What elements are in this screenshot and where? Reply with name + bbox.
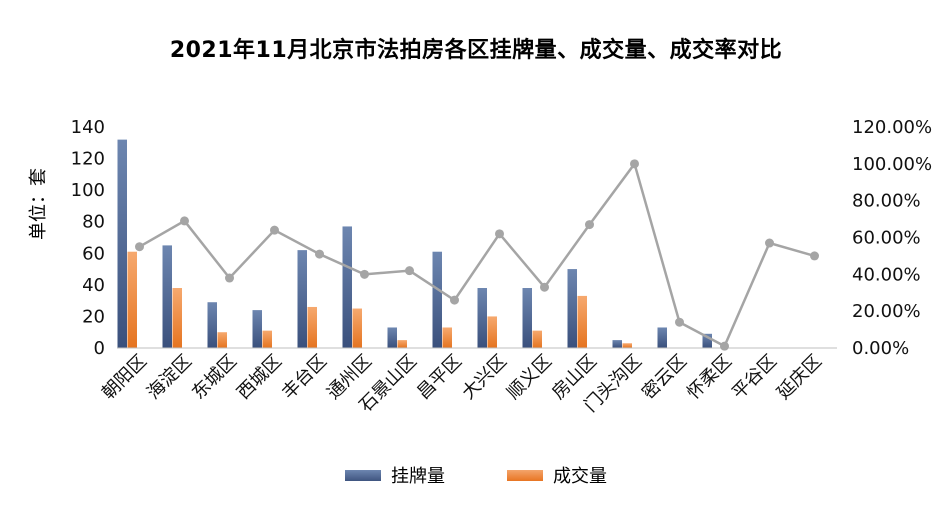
x-tick-label: 海淀区 — [143, 351, 196, 404]
x-tick-label: 大兴区 — [458, 351, 511, 404]
legend-item-listing: 挂牌量 — [345, 462, 445, 488]
legend-swatch-deal — [507, 469, 543, 481]
bar-listing — [162, 245, 172, 348]
x-tick-label: 延庆区 — [773, 351, 826, 404]
x-tick-label: 密云区 — [638, 351, 691, 404]
rate-point — [720, 341, 729, 351]
rate-point — [765, 238, 774, 248]
x-tick-label: 怀柔区 — [683, 351, 736, 404]
bar-deal — [307, 306, 317, 348]
rate-point — [630, 159, 639, 169]
rate-point — [585, 220, 594, 230]
bar-listing — [297, 250, 307, 348]
bar-deal — [577, 295, 587, 348]
bar-deal — [352, 308, 362, 348]
bar-deal — [262, 330, 272, 348]
x-tick-label: 东城区 — [188, 351, 241, 404]
x-tick-label: 昌平区 — [413, 351, 466, 404]
y-left-tick-label: 40 — [82, 275, 105, 296]
rate-point — [180, 216, 189, 226]
y-left-tick-label: 140 — [71, 117, 105, 138]
bar-listing — [702, 333, 712, 348]
y-right-tick-label: 120.00% — [852, 117, 932, 138]
y-right-tick-label: 80.00% — [852, 191, 921, 212]
legend-label-listing: 挂牌量 — [391, 466, 445, 487]
rate-point — [810, 251, 819, 261]
y-right-tick-label: 40.00% — [852, 264, 921, 285]
x-tick-label: 朝阳区 — [98, 351, 151, 404]
y-left-tick-label: 80 — [82, 212, 105, 233]
bar-listing — [432, 251, 442, 348]
bar-listing — [612, 340, 622, 348]
y-left-tick-label: 120 — [71, 149, 105, 170]
y-right-tick-label: 20.00% — [852, 301, 921, 322]
y-left-tick-label: 0 — [94, 338, 105, 359]
y-left-tick-label: 60 — [82, 243, 105, 264]
rate-point — [315, 249, 324, 259]
bar-deal — [397, 340, 407, 348]
y-right-tick-label: 100.00% — [852, 154, 932, 175]
bar-listing — [387, 327, 397, 348]
bar-listing — [567, 269, 577, 348]
x-tick-label: 顺义区 — [503, 351, 556, 404]
rate-point — [495, 229, 504, 239]
rate-point — [540, 282, 549, 292]
bar-deal — [172, 288, 182, 348]
bar-listing — [342, 226, 352, 348]
bar-listing — [522, 288, 532, 348]
bar-deal — [127, 251, 137, 348]
legend-label-deal: 成交量 — [553, 466, 607, 487]
x-tick-label: 平谷区 — [728, 351, 781, 404]
bar-listing — [477, 288, 487, 348]
y-left-tick-label: 100 — [71, 180, 105, 201]
x-tick-label: 丰台区 — [278, 351, 331, 404]
y-left-tick-label: 20 — [82, 306, 105, 327]
legend: 挂牌量 成交量 — [0, 462, 952, 488]
y-right-tick-label: 0.00% — [852, 338, 909, 359]
bar-listing — [657, 327, 667, 348]
rate-point — [360, 269, 369, 279]
rate-point — [135, 242, 144, 252]
legend-item-deal: 成交量 — [507, 462, 607, 488]
bar-deal — [217, 332, 227, 348]
bar-deal — [622, 343, 632, 348]
rate-point — [225, 273, 234, 283]
rate-line — [138, 161, 815, 348]
chart-title: 2021年11月北京市法拍房各区挂牌量、成交量、成交率对比 — [169, 38, 783, 63]
bar-deal — [487, 316, 497, 348]
legend-swatch-listing — [345, 469, 381, 481]
rate-point — [675, 317, 684, 327]
bar-deal — [532, 330, 542, 348]
rate-point — [270, 225, 279, 235]
rate-point — [405, 266, 414, 276]
x-tick-label: 西城区 — [233, 351, 286, 404]
bar-listing — [252, 310, 262, 348]
y-right-tick-label: 60.00% — [852, 228, 921, 249]
bar-listing — [117, 139, 127, 348]
rate-point — [450, 295, 459, 305]
bar-listing — [207, 302, 217, 348]
bar-deal — [442, 327, 452, 348]
